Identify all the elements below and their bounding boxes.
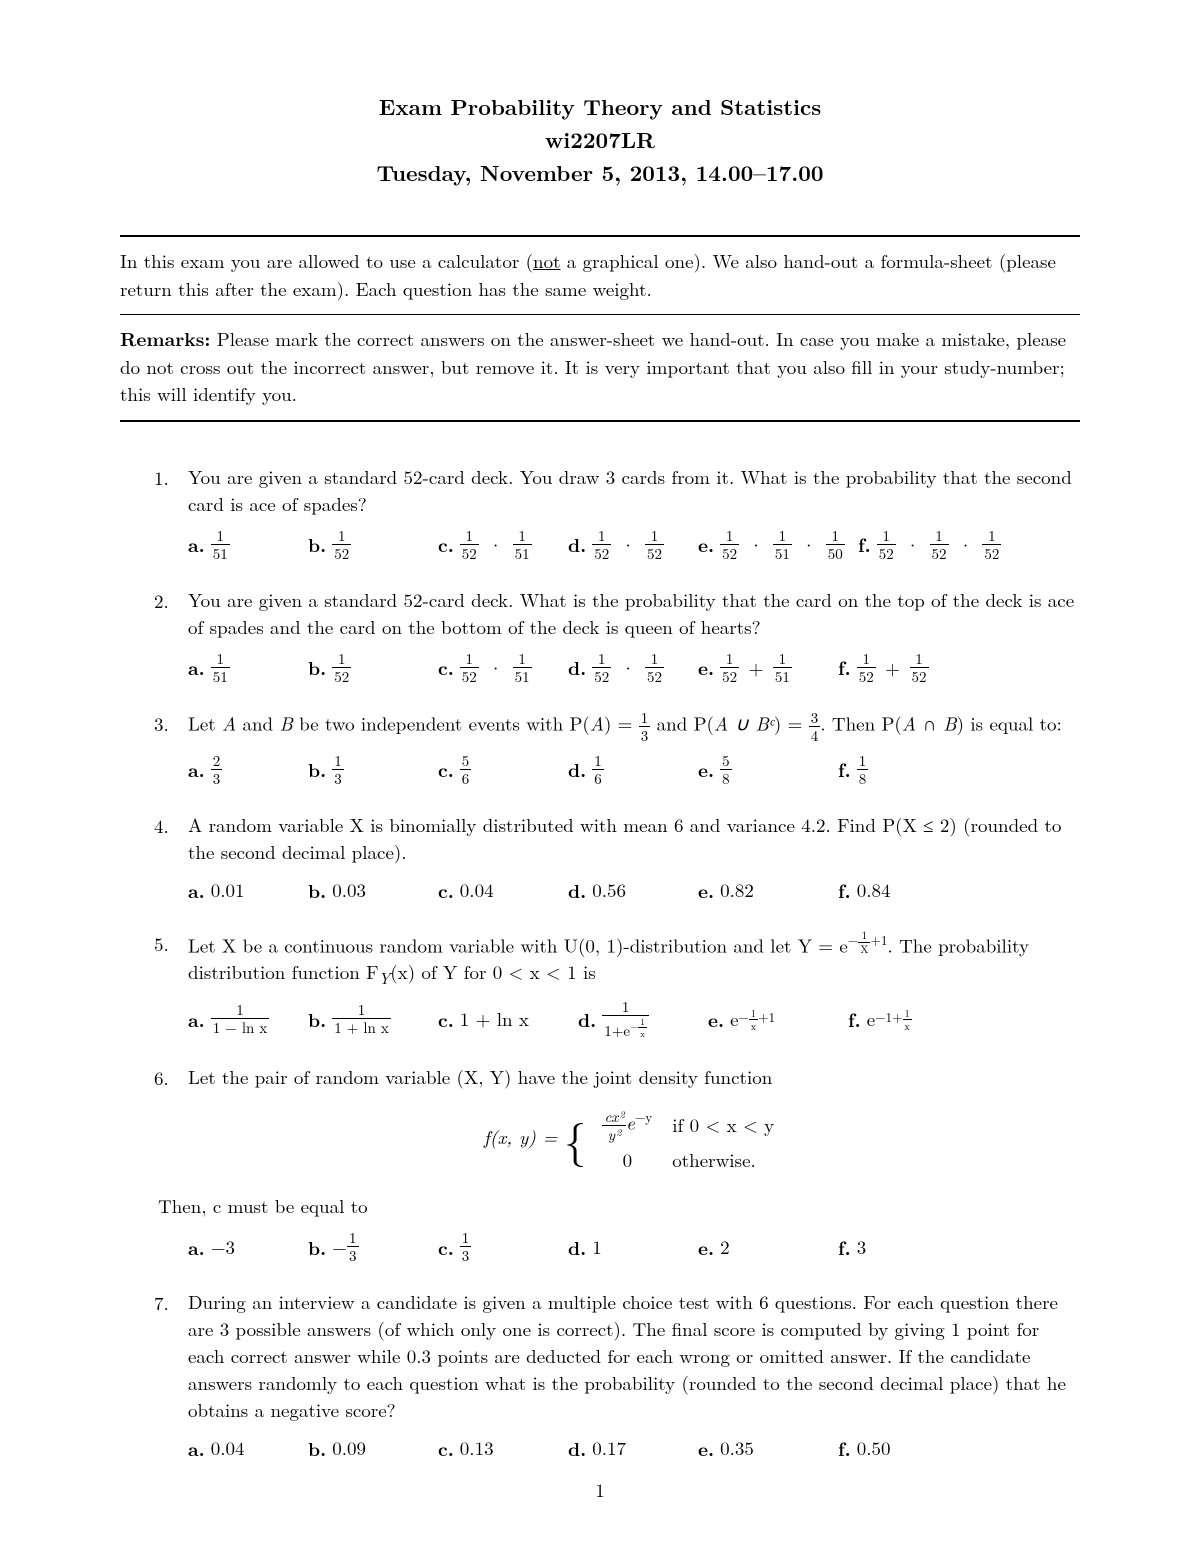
q2-opt-f: f.152 + 152 (838, 651, 929, 684)
q5-opt-d: d.11+e−1x (578, 999, 708, 1038)
exam-header: Exam Probability Theory and Statistics w… (120, 90, 1080, 189)
question-3: 3. Let A and B be two independent events… (158, 710, 1080, 786)
q6-options: a.−3 b.−13 c.13 d.1 e.2 f.3 (188, 1230, 1080, 1263)
q7-opt-a: a.0.04 (188, 1434, 308, 1462)
questions-list: 1. You are given a standard 52-card deck… (120, 464, 1080, 1462)
question-1: 1. You are given a standard 52-card deck… (158, 464, 1080, 561)
q6-text2: Then, c must be equal to (158, 1193, 1080, 1220)
q5-opt-b: b.11 + ln x (308, 1002, 438, 1035)
q7-opt-e: e.0.35 (698, 1434, 838, 1462)
exam-page: Exam Probability Theory and Statistics w… (0, 0, 1200, 1553)
q3-opt-e: e.58 (698, 753, 838, 786)
q6-opt-b: b.−13 (308, 1230, 438, 1263)
q5-num: 5. (154, 930, 169, 957)
q7-opt-f: f.0.50 (838, 1434, 891, 1462)
exam-title: Exam Probability Theory and Statistics (120, 90, 1080, 123)
q6-opt-e: e.2 (698, 1233, 838, 1261)
exam-date: Tuesday, November 5, 2013, 14.00–17.00 (120, 156, 1080, 189)
q4-opt-d: d.0.56 (568, 876, 698, 904)
question-4: 4. A random variable X is binomially dis… (158, 812, 1080, 904)
q4-opt-f: f.0.84 (838, 876, 891, 904)
question-5: 5. Let X be a continuous random variable… (158, 930, 1080, 1039)
q7-opt-b: b.0.09 (308, 1434, 438, 1462)
q1-opt-b: b.152 (308, 528, 438, 561)
q4-opt-b: b.0.03 (308, 876, 438, 904)
q1-options: a.151 b.152 c.152 · 151 d.152 · 152 e.15… (188, 528, 1080, 561)
remarks-label: Remarks: (120, 324, 210, 352)
q3-opt-a: a.23 (188, 753, 308, 786)
q2-opt-b: b.152 (308, 651, 438, 684)
q4-opt-a: a.0.01 (188, 876, 308, 904)
question-2: 2. You are given a standard 52-card deck… (158, 587, 1080, 684)
question-7: 7. During an interview a candidate is gi… (158, 1289, 1080, 1462)
q5-opt-a: a.11 − ln x (188, 1002, 308, 1035)
q2-opt-e: e.152 + 151 (698, 651, 838, 684)
q7-num: 7. (154, 1289, 169, 1316)
q7-opt-c: c.0.13 (438, 1434, 568, 1462)
q1-opt-c: c.152 · 151 (438, 528, 568, 561)
q2-options: a.151 b.152 c.152 · 151 d.152 · 152 e.15… (188, 651, 1080, 684)
course-code: wi2207LR (120, 123, 1080, 156)
remarks-text: Remarks: Please mark the correct answers… (120, 315, 1080, 420)
intro-text: In this exam you are allowed to use a ca… (120, 237, 1080, 314)
intro-pre: In this exam you are allowed to use a ca… (120, 247, 533, 274)
intro-underlined: not (533, 247, 560, 274)
q6-opt-d: d.1 (568, 1233, 698, 1261)
q3-opt-d: d.16 (568, 753, 698, 786)
q5-opt-e: e.e−1x+1 (708, 1005, 848, 1033)
q1-opt-e: e.152 · 151 · 150 (698, 528, 858, 561)
q3-options: a.23 b.13 c.56 d.16 e.58 f.18 (188, 753, 1080, 786)
q1-text: You are given a standard 52-card deck. Y… (188, 464, 1080, 518)
q3-opt-b: b.13 (308, 753, 438, 786)
q6-opt-a: a.−3 (188, 1233, 308, 1261)
q3-text: Let A and B be two independent events wi… (188, 710, 1080, 743)
q2-num: 2. (154, 587, 169, 614)
page-number: 1 (0, 1476, 1200, 1503)
remarks-body: Please mark the correct answers on the a… (120, 325, 1066, 407)
q1-opt-f: f.152 · 152 · 152 (858, 528, 1001, 561)
q3-opt-f: f.18 (838, 753, 868, 786)
q5-text: Let X be a continuous random variable wi… (188, 930, 1080, 990)
q6-opt-c: c.13 (438, 1230, 568, 1263)
q6-opt-f: f.3 (838, 1233, 866, 1261)
q7-text: During an interview a candidate is given… (188, 1289, 1080, 1424)
q4-opt-e: e.0.82 (698, 876, 838, 904)
q7-options: a.0.04 b.0.09 c.0.13 d.0.17 e.0.35 f.0.5… (188, 1434, 1080, 1462)
q4-text: A random variable X is binomially distri… (188, 812, 1080, 866)
q2-opt-d: d.152 · 152 (568, 651, 698, 684)
q6-text: Let the pair of random variable (X, Y) h… (188, 1064, 1080, 1091)
q4-opt-c: c.0.04 (438, 876, 568, 904)
q5-opt-c: c.1 + ln x (438, 1005, 578, 1033)
q3-num: 3. (154, 710, 169, 737)
rule-bottom (120, 420, 1080, 422)
q1-opt-a: a.151 (188, 528, 308, 561)
q7-opt-d: d.0.17 (568, 1434, 698, 1462)
q6-equation: f(x, y) = { cx²y²e−y if 0 < x < y 0 othe… (188, 1105, 1080, 1175)
q4-options: a.0.01 b.0.03 c.0.04 d.0.56 e.0.82 f.0.8… (188, 876, 1080, 904)
q4-num: 4. (154, 812, 169, 839)
q5-opt-f: f.e−1+1x (848, 1005, 912, 1033)
q2-opt-c: c.152 · 151 (438, 651, 568, 684)
q1-num: 1. (154, 464, 169, 491)
q3-opt-c: c.56 (438, 753, 568, 786)
q6-num: 6. (154, 1064, 169, 1091)
question-6: 6. Let the pair of random variable (X, Y… (158, 1064, 1080, 1263)
q2-text: You are given a standard 52-card deck. W… (188, 587, 1080, 641)
q2-opt-a: a.151 (188, 651, 308, 684)
q5-options: a.11 − ln x b.11 + ln x c.1 + ln x d.11+… (188, 999, 1080, 1038)
q1-opt-d: d.152 · 152 (568, 528, 698, 561)
